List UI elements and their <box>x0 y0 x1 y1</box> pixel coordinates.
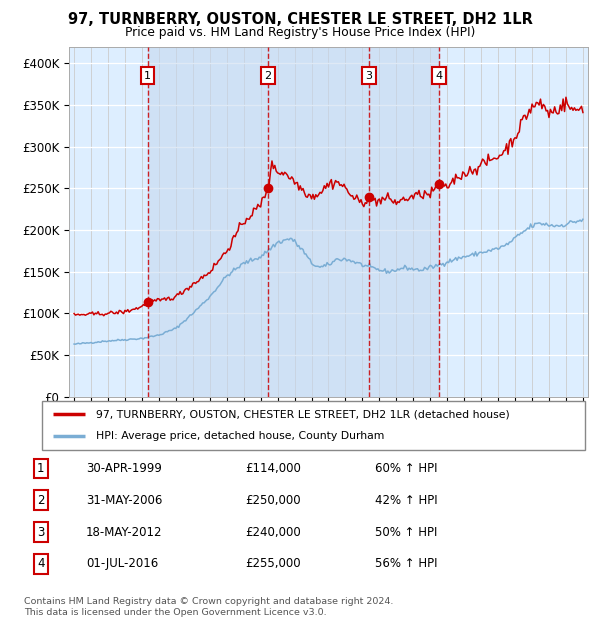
Text: 97, TURNBERRY, OUSTON, CHESTER LE STREET, DH2 1LR: 97, TURNBERRY, OUSTON, CHESTER LE STREET… <box>68 12 532 27</box>
Text: 3: 3 <box>37 526 44 539</box>
Text: 2: 2 <box>264 71 271 81</box>
Text: £250,000: £250,000 <box>245 494 301 507</box>
Text: 2: 2 <box>37 494 44 507</box>
Text: 31-MAY-2006: 31-MAY-2006 <box>86 494 163 507</box>
FancyBboxPatch shape <box>42 401 585 449</box>
Text: HPI: Average price, detached house, County Durham: HPI: Average price, detached house, Coun… <box>97 432 385 441</box>
Text: 4: 4 <box>435 71 442 81</box>
Text: 4: 4 <box>37 557 44 570</box>
Text: 50% ↑ HPI: 50% ↑ HPI <box>375 526 437 539</box>
Text: 60% ↑ HPI: 60% ↑ HPI <box>375 462 438 475</box>
Text: 42% ↑ HPI: 42% ↑ HPI <box>375 494 438 507</box>
Text: 18-MAY-2012: 18-MAY-2012 <box>86 526 163 539</box>
Text: 1: 1 <box>144 71 151 81</box>
Text: 3: 3 <box>365 71 373 81</box>
Text: 1: 1 <box>37 462 44 475</box>
Text: 01-JUL-2016: 01-JUL-2016 <box>86 557 158 570</box>
Bar <box>369 46 439 397</box>
Text: 30-APR-1999: 30-APR-1999 <box>86 462 162 475</box>
Text: £240,000: £240,000 <box>245 526 301 539</box>
Text: 97, TURNBERRY, OUSTON, CHESTER LE STREET, DH2 1LR (detached house): 97, TURNBERRY, OUSTON, CHESTER LE STREET… <box>97 409 510 419</box>
Bar <box>148 46 268 397</box>
Text: £255,000: £255,000 <box>245 557 301 570</box>
Text: Price paid vs. HM Land Registry's House Price Index (HPI): Price paid vs. HM Land Registry's House … <box>125 26 475 39</box>
Bar <box>268 46 369 397</box>
Text: 56% ↑ HPI: 56% ↑ HPI <box>375 557 438 570</box>
Text: Contains HM Land Registry data © Crown copyright and database right 2024.
This d: Contains HM Land Registry data © Crown c… <box>24 598 394 617</box>
Text: £114,000: £114,000 <box>245 462 301 475</box>
